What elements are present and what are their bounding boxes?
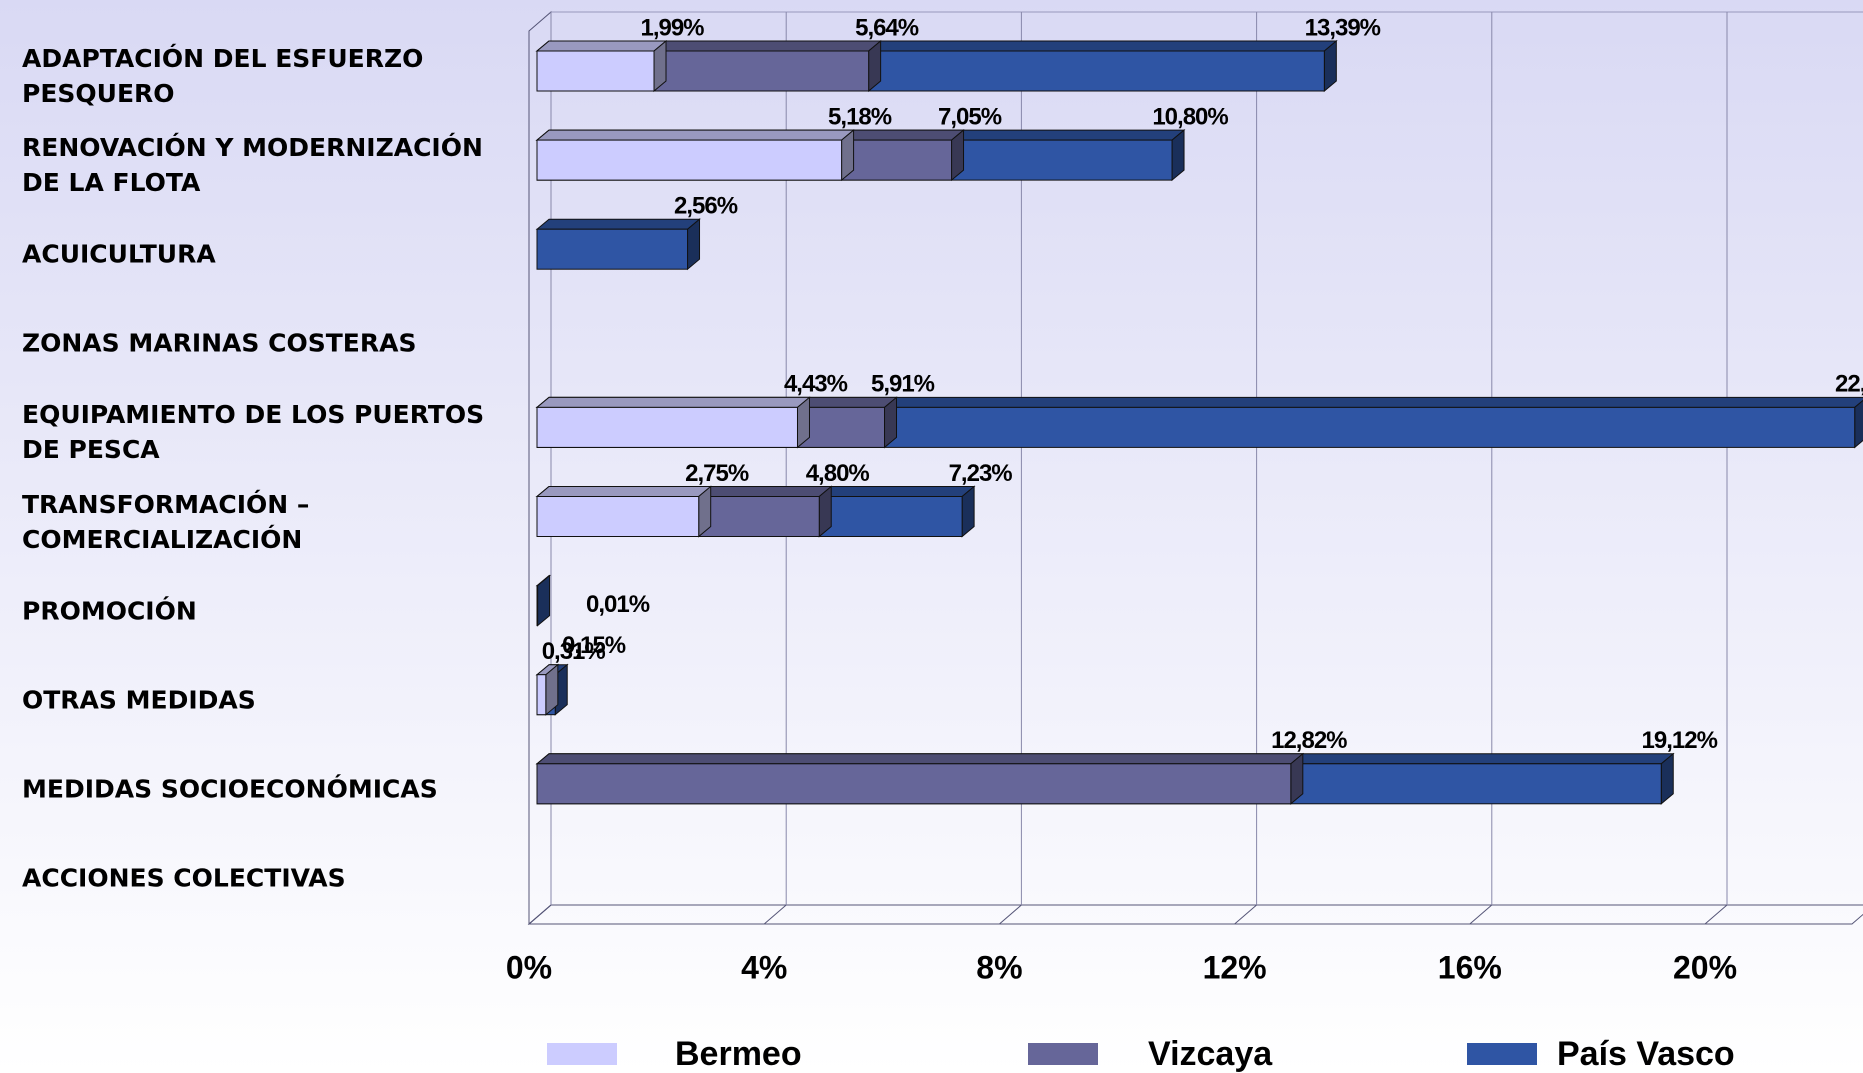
bar-top xyxy=(535,129,855,141)
data-label: 10,80% xyxy=(1152,103,1228,130)
category-label: MEDIDAS SOCIOECONÓMICAS xyxy=(22,774,438,804)
bar xyxy=(536,139,843,181)
data-label: 13,39% xyxy=(1305,14,1381,41)
category-label: TRANSFORMACIÓN – COMERCIALIZACIÓN xyxy=(22,489,310,554)
data-label: 12,82% xyxy=(1271,727,1347,754)
x-tick-label: 16% xyxy=(1438,949,1502,985)
category-label: ADAPTACIÓN DEL ESFUERZO PESQUERO xyxy=(22,44,424,108)
data-label: 0,31% xyxy=(542,638,606,665)
bar xyxy=(536,496,700,537)
floor xyxy=(527,904,1863,925)
legend-label: País Vasco xyxy=(1557,1035,1735,1073)
category-label: PROMOCIÓN xyxy=(22,596,197,626)
x-tick-label: 0% xyxy=(506,949,552,985)
data-label: 1,99% xyxy=(640,14,704,41)
bar xyxy=(536,228,689,270)
legend-swatch xyxy=(1028,1043,1098,1065)
x-tick-label: 4% xyxy=(741,949,787,985)
data-label: 19,12% xyxy=(1642,727,1718,754)
data-label: 5,64% xyxy=(855,14,919,41)
floor-grid-line xyxy=(999,904,1022,925)
data-label: 2,75% xyxy=(685,460,749,487)
floor-grid-line xyxy=(1234,904,1257,925)
data-label: 5,18% xyxy=(828,103,892,130)
bar xyxy=(536,674,547,716)
category-label: EQUIPAMIENTO DE LOS PUERTOS DE PESCA xyxy=(22,400,485,465)
bar xyxy=(536,585,539,627)
bar-top xyxy=(535,753,1305,765)
data-label: 7,05% xyxy=(938,103,1002,130)
bar xyxy=(536,406,798,448)
bar-top xyxy=(535,486,713,497)
category-label: OTRAS MEDIDAS xyxy=(22,685,256,715)
category-label: RENOVACIÓN Y MODERNIZACIÓN DE LA FLOTA xyxy=(22,133,483,198)
legend-label: Bermeo xyxy=(675,1035,802,1073)
floor-grid-line xyxy=(763,904,787,925)
category-label: ACCIONES COLECTIVAS xyxy=(22,863,346,893)
bar xyxy=(536,763,1292,805)
data-label: 5,91% xyxy=(871,371,935,398)
bar-top xyxy=(535,40,668,52)
x-tick-label: 8% xyxy=(976,949,1022,985)
data-label: 22,41% xyxy=(1835,371,1863,398)
category-label: ACUICULTURA xyxy=(22,239,216,269)
floor-grid-line xyxy=(1469,904,1493,925)
data-label: 2,56% xyxy=(674,193,738,220)
data-label: 0,01% xyxy=(586,591,650,618)
legend-label: Vizcaya xyxy=(1148,1035,1273,1073)
floor-grid-line xyxy=(1704,904,1728,925)
data-label: 0,15% xyxy=(562,632,626,659)
x-tick-label: 20% xyxy=(1673,949,1737,985)
x-tick-label: 12% xyxy=(1203,949,1267,985)
legend-swatch xyxy=(547,1043,617,1065)
bar xyxy=(536,50,655,92)
legend-swatch xyxy=(1467,1043,1537,1065)
floor-grid-line xyxy=(528,904,552,925)
bar-top xyxy=(535,218,701,230)
data-label: 4,43% xyxy=(784,371,848,398)
data-label: 4,80% xyxy=(806,460,870,487)
bar-top xyxy=(535,396,811,408)
data-label: 7,23% xyxy=(949,460,1013,487)
category-label: ZONAS MARINAS COSTERAS xyxy=(22,328,417,358)
